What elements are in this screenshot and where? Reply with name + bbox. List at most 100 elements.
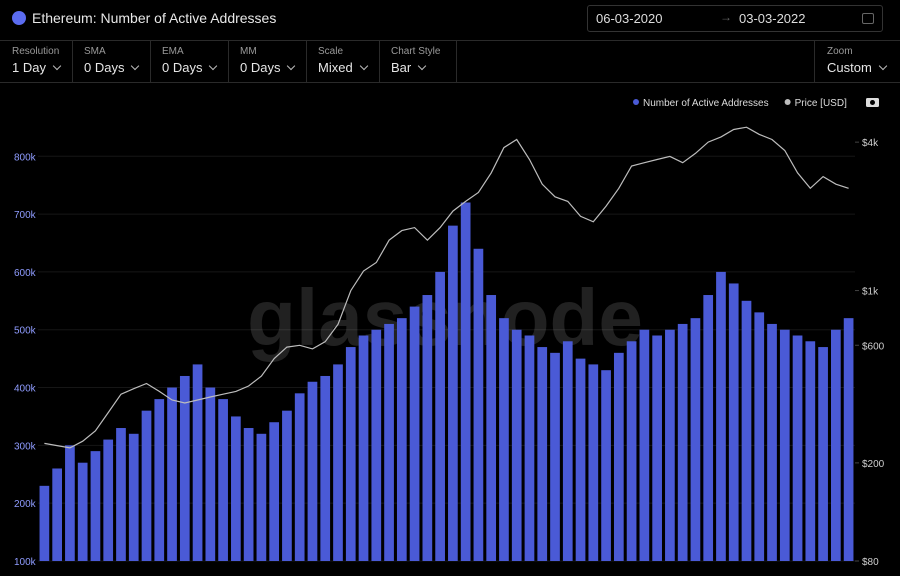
control[interactable]: SMA 0 Days [72, 40, 151, 82]
bar [728, 283, 739, 561]
bar [371, 329, 382, 561]
bar [39, 485, 50, 561]
watermark: glassnode [247, 273, 643, 362]
control-label: MM [240, 46, 257, 57]
bar [690, 318, 701, 561]
control-value[interactable]: 0 Days [84, 60, 138, 75]
header: Ethereum: Number of Active Addresses 06-… [0, 0, 900, 41]
bar [792, 335, 803, 561]
arrow: → [720, 10, 732, 24]
control-value[interactable]: 1 Day [12, 60, 60, 75]
bar [550, 352, 560, 561]
bar [192, 364, 203, 561]
bar [575, 358, 586, 561]
camera-lens[interactable] [870, 100, 875, 105]
control-value[interactable]: 0 Days [162, 60, 216, 75]
legend-marker [784, 99, 791, 105]
y2-tick-label: $200 [862, 459, 885, 470]
bar [448, 225, 458, 561]
bar [205, 387, 216, 561]
bar [754, 312, 765, 561]
control-label: Chart Style [391, 46, 441, 57]
bar [422, 295, 433, 561]
eth-icon [12, 11, 26, 25]
bar [90, 451, 101, 561]
bar [473, 248, 484, 561]
bar [665, 329, 675, 561]
control-value[interactable]: Bar [391, 60, 425, 75]
bar [218, 399, 228, 561]
price-line [44, 126, 849, 449]
bar [103, 439, 114, 561]
bar [435, 271, 445, 561]
bar [741, 300, 752, 561]
bar [409, 306, 420, 561]
camera-icon[interactable] [866, 98, 879, 107]
bar [818, 347, 828, 561]
chart-title: Ethereum: Number of Active Addresses [32, 10, 277, 26]
bar [639, 329, 650, 561]
calendar-icon[interactable] [862, 13, 874, 24]
y-tick-label: 400k [14, 384, 37, 395]
legend-marker [633, 99, 639, 105]
bar [333, 364, 343, 561]
bar [499, 318, 509, 561]
bar [677, 323, 688, 561]
bar [167, 387, 177, 561]
control-label: SMA [84, 46, 106, 57]
zoom-control[interactable]: Zoom Custom [814, 40, 900, 82]
control-label: Scale [318, 46, 344, 57]
y-tick-label: 100k [14, 557, 37, 568]
bar [486, 295, 497, 561]
control-value[interactable]: Mixed [318, 60, 367, 75]
bar [320, 375, 331, 561]
y-tick-label: 700k [14, 210, 37, 221]
y2-tick-label: $4k [862, 138, 879, 149]
divider [0, 82, 900, 83]
bar [396, 318, 407, 561]
bar [282, 410, 292, 561]
bar [243, 428, 254, 561]
bar [613, 352, 624, 561]
date-to[interactable]: 03-03-2022 [739, 11, 806, 26]
y2-tick-label: $1k [862, 287, 879, 298]
bar [307, 381, 318, 561]
bar [294, 393, 305, 561]
control[interactable]: Resolution 1 Day [0, 40, 73, 82]
bar [767, 323, 777, 561]
bar [588, 364, 599, 561]
bar [128, 433, 139, 561]
control-label: Zoom [827, 46, 853, 57]
date-range[interactable]: 06-03-2020 → 03-03-2022 [587, 5, 883, 32]
legend-label: Price [USD] [795, 98, 847, 109]
bar [460, 202, 471, 561]
control[interactable]: EMA 0 Days [150, 40, 229, 82]
control-value[interactable]: 0 Days [240, 60, 294, 75]
bar [269, 422, 280, 561]
bar [703, 295, 714, 561]
control[interactable]: Chart Style Bar [379, 40, 457, 82]
bar [116, 428, 126, 561]
bar [52, 468, 62, 561]
bar [179, 375, 190, 561]
y2-tick-label: $80 [862, 557, 879, 568]
control-value[interactable]: Custom [827, 60, 886, 75]
bar [562, 341, 573, 561]
y-tick-label: 200k [14, 499, 37, 510]
bar [524, 335, 535, 561]
bar [779, 329, 790, 561]
bar [384, 323, 394, 561]
control-label: EMA [162, 46, 184, 57]
y2-tick-label: $600 [862, 341, 885, 352]
bar [805, 341, 816, 561]
bar [154, 399, 165, 561]
bar [65, 445, 75, 561]
control[interactable]: Scale Mixed [306, 40, 380, 82]
control[interactable]: MM 0 Days [228, 40, 307, 82]
bar [345, 347, 356, 561]
y-tick-label: 800k [14, 152, 37, 163]
bar [601, 370, 611, 561]
date-from[interactable]: 06-03-2020 [596, 11, 663, 26]
bar [511, 329, 522, 561]
